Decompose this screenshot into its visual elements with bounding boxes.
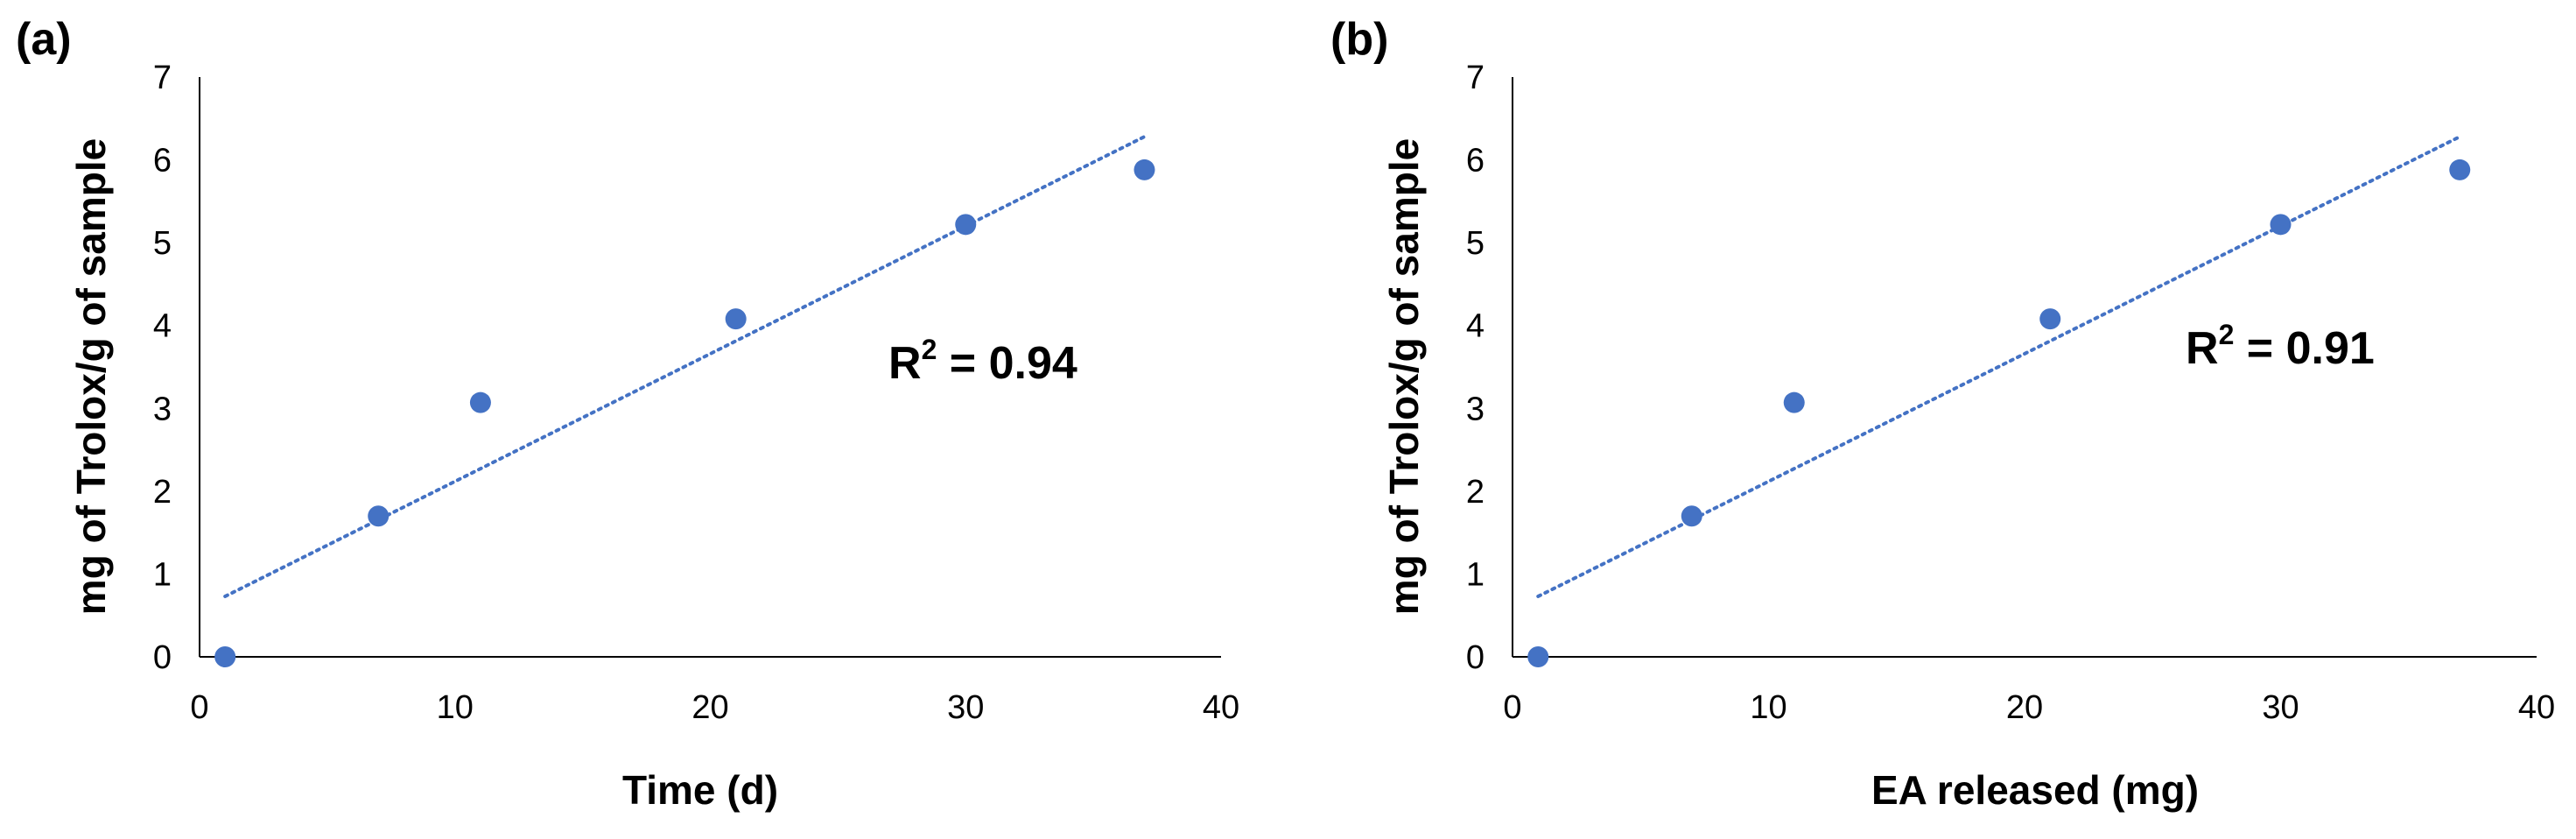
r-squared-symbol-a: R <box>888 338 922 389</box>
y-tick-label-a: 4 <box>153 308 172 345</box>
y-tick-label-a: 0 <box>153 639 172 676</box>
panel-label-b: (b) <box>1330 14 1388 65</box>
x-tick-label-a: 30 <box>947 689 984 726</box>
x-tick-label-b: 0 <box>1503 689 1521 726</box>
y-tick-label-b: 4 <box>1466 308 1485 345</box>
plot-area-b: 0 1 2 3 4 5 6 7 0 10 20 30 40 <box>1466 60 2555 726</box>
data-point-b <box>2270 214 2292 236</box>
x-tick-label-b: 40 <box>2518 689 2555 726</box>
r-squared-annotation-a: R2 = 0.94 <box>888 334 1077 389</box>
y-axis-title-b: mg of Trolox/g of sample <box>1381 138 1427 615</box>
data-point-a <box>368 505 390 527</box>
data-point-b <box>1783 391 1805 413</box>
panel-label-a: (a) <box>16 14 72 65</box>
r-squared-superscript-b: 2 <box>2219 319 2235 350</box>
y-tick-label-a: 2 <box>153 474 172 511</box>
r-squared-value-a: = 0.94 <box>937 338 1077 389</box>
chart-panel-b: (b) mg of Trolox/g of sample EA released… <box>1330 14 2375 813</box>
data-point-a <box>469 391 491 413</box>
y-tick-label-b: 3 <box>1466 391 1485 427</box>
x-tick-label-a: 40 <box>1203 689 1239 726</box>
trendline-a <box>223 135 1147 598</box>
r-squared-annotation-b: R2 = 0.91 <box>2186 319 2375 374</box>
data-point-a <box>1134 159 1155 180</box>
x-axis-title-b: EA released (mg) <box>1871 767 2199 813</box>
data-point-a <box>214 646 236 667</box>
y-tick-label-a: 6 <box>153 143 172 180</box>
y-tick-label-a: 1 <box>153 556 172 593</box>
plot-area-a: 0 1 2 3 4 5 6 7 0 10 20 30 40 <box>153 60 1239 726</box>
y-tick-label-b: 7 <box>1466 60 1485 96</box>
x-tick-label-b: 10 <box>1750 689 1786 726</box>
chart-panel-a: (a) mg of Trolox/g of sample Time (d) R2… <box>16 14 1077 813</box>
x-tick-label-b: 30 <box>2262 689 2299 726</box>
y-tick-label-b: 1 <box>1466 556 1485 593</box>
x-tick-label-a: 0 <box>190 689 208 726</box>
y-tick-label-b: 6 <box>1466 143 1485 180</box>
data-point-b <box>2039 308 2061 330</box>
data-point-a <box>955 214 977 236</box>
y-tick-label-a: 5 <box>153 225 172 262</box>
y-tick-label-b: 0 <box>1466 639 1485 676</box>
x-axis-title-a: Time (d) <box>622 767 778 813</box>
data-point-b <box>2449 159 2471 180</box>
y-tick-label-b: 5 <box>1466 225 1485 262</box>
r-squared-value-b: = 0.91 <box>2234 323 2374 374</box>
r-squared-symbol-b: R <box>2186 323 2219 374</box>
y-tick-label-a: 7 <box>153 60 172 96</box>
y-axis-title-a: mg of Trolox/g of sample <box>68 138 114 615</box>
data-point-b <box>1527 646 1549 667</box>
x-tick-label-b: 20 <box>2006 689 2043 726</box>
y-tick-label-b: 2 <box>1466 474 1485 511</box>
data-point-b <box>1681 505 1702 527</box>
x-tick-label-a: 20 <box>691 689 728 726</box>
r-squared-superscript-a: 2 <box>922 334 937 365</box>
y-tick-label-a: 3 <box>153 391 172 427</box>
x-tick-label-a: 10 <box>437 689 474 726</box>
data-point-a <box>725 308 747 330</box>
